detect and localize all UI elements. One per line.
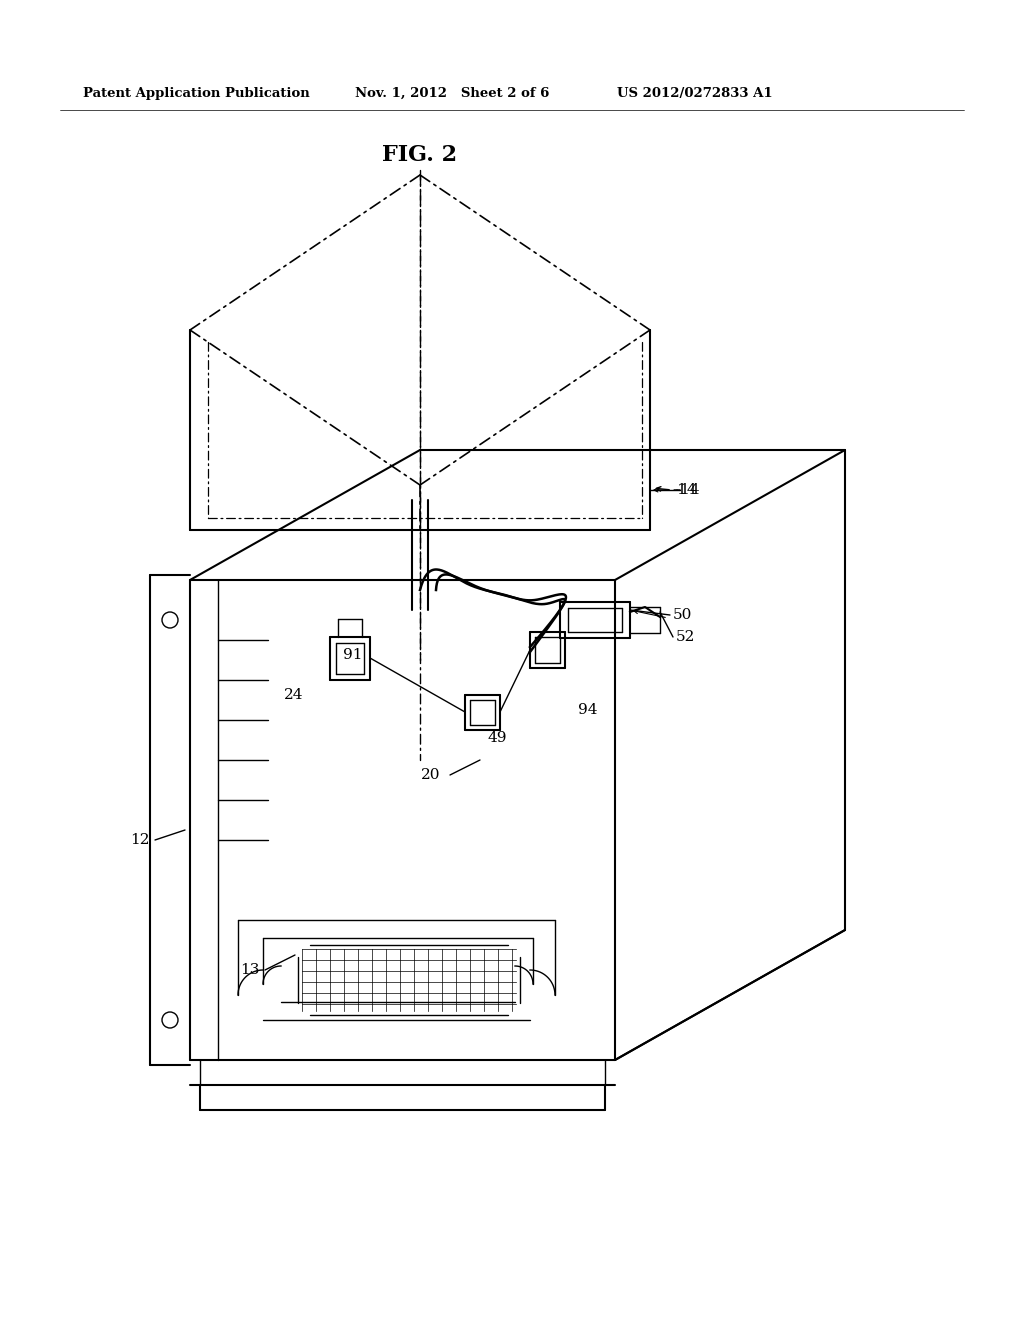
Text: 12: 12 bbox=[130, 833, 150, 847]
Text: 52: 52 bbox=[676, 630, 695, 644]
Text: 13: 13 bbox=[241, 964, 260, 977]
Text: Nov. 1, 2012   Sheet 2 of 6: Nov. 1, 2012 Sheet 2 of 6 bbox=[355, 87, 549, 99]
Text: FIG. 2: FIG. 2 bbox=[382, 144, 458, 166]
Text: 91: 91 bbox=[343, 648, 362, 663]
Text: -14: -14 bbox=[675, 483, 699, 498]
Text: 49: 49 bbox=[487, 731, 507, 744]
Text: 94: 94 bbox=[578, 704, 597, 717]
Text: Patent Application Publication: Patent Application Publication bbox=[83, 87, 309, 99]
Text: 50: 50 bbox=[673, 609, 692, 622]
Text: US 2012/0272833 A1: US 2012/0272833 A1 bbox=[617, 87, 773, 99]
Text: 20: 20 bbox=[421, 768, 440, 781]
Text: -14: -14 bbox=[672, 483, 696, 498]
Text: 24: 24 bbox=[284, 688, 303, 702]
